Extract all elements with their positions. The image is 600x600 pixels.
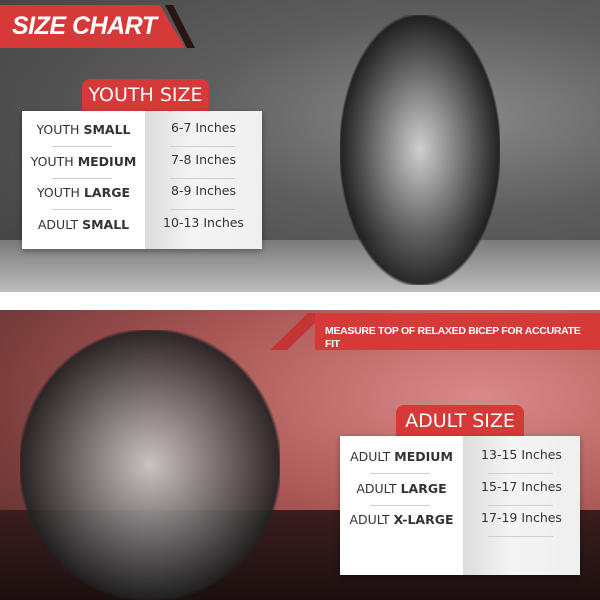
adult-range-column: 13-15 Inches 15-17 Inches 17-19 Inches [463,436,580,575]
size-range: 10-13 Inches [163,214,244,230]
size-prefix: YOUTH [36,185,80,200]
row-divider [488,536,553,537]
size-range: 8-9 Inches [171,183,236,198]
size-prefix: ADULT [356,480,397,496]
size-label: YOUTH MEDIUM [22,154,145,169]
size-prefix: YOUTH [36,122,80,137]
row-divider [52,177,112,179]
row-divider [370,504,430,506]
size-label: YOUTH LARGE [22,185,145,200]
catcher-photo [0,310,600,600]
size-name: SMALL [83,122,131,137]
adult-size-heading: ADULT SIZE [396,405,524,438]
size-prefix: ADULT [349,512,390,527]
row-divider [488,504,553,506]
size-name: LARGE [83,185,131,200]
size-label: ADULT LARGE [340,481,463,496]
row-divider [52,146,112,147]
youth-size-column: YOUTH SMALL YOUTH MEDIUM YOUTH LARGE ADULT … [22,111,145,249]
size-label: ADULT X-LARGE [340,512,463,527]
size-name: SMALL [82,216,130,232]
size-name: MEDIUM [77,153,137,169]
youth-size-table: YOUTH SMALL YOUTH MEDIUM YOUTH LARGE ADULT … [22,111,262,249]
size-chart-title: SIZE CHART [12,12,157,40]
measure-instruction: MEASURE TOP OF RELAXED BICEP FOR ACCURAT… [325,325,581,350]
measure-banner: MEASURE TOP OF RELAXED BICEP FOR ACCURAT… [315,313,600,350]
size-label: YOUTH SMALL [22,122,145,137]
adult-size-column: ADULT MEDIUM ADULT LARGE ADULT X-LARGE [340,436,463,575]
size-name: X-LARGE [393,512,454,527]
size-range: 15-17 Inches [481,478,562,494]
size-prefix: YOUTH [30,153,74,169]
row-divider [52,209,112,210]
size-range: 6-7 Inches [171,120,236,135]
size-chart-banner: SIZE CHART [0,5,185,48]
size-range: 17-19 Inches [481,510,562,525]
size-name: MEDIUM [394,449,453,464]
youth-range-column: 6-7 Inches 7-8 Inches 8-9 Inches 10-13 Inch… [145,111,262,249]
size-range: 13-15 Inches [481,447,562,462]
row-divider [370,473,430,474]
youth-size-heading: YOUTH SIZE [82,79,209,112]
size-prefix: ADULT [350,449,391,464]
row-divider [170,209,235,210]
size-range: 7-8 Inches [171,151,236,167]
size-prefix: ADULT [37,216,79,232]
row-divider [170,146,235,147]
batter-figure [340,15,500,285]
row-divider [170,177,235,179]
adult-size-table: ADULT MEDIUM ADULT LARGE ADULT X-LARGE 13-… [340,436,580,575]
size-label: ADULT SMALL [22,217,145,232]
size-name: LARGE [400,480,447,496]
catcher-figure [20,330,280,600]
row-divider [488,473,553,474]
size-label: ADULT MEDIUM [340,449,463,464]
